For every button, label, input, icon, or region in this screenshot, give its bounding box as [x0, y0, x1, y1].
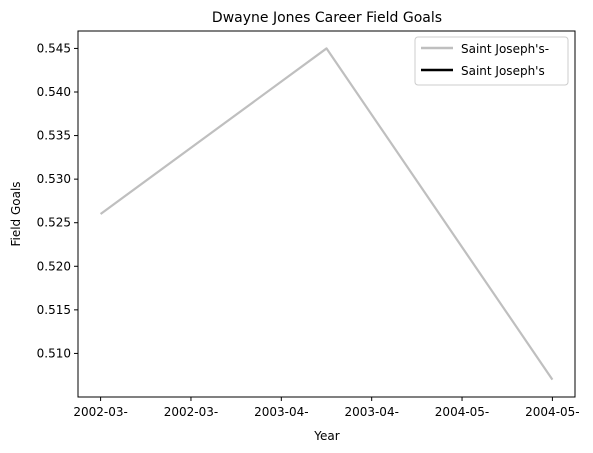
x-tick-label: 2004-05-	[525, 405, 579, 419]
chart-title: Dwayne Jones Career Field Goals	[212, 10, 442, 26]
legend-label-series-1: Saint Joseph's-	[461, 42, 549, 56]
x-tick-label: 2002-03-	[73, 405, 127, 419]
x-tick-label: 2003-04-	[344, 405, 398, 419]
y-tick-label: 0.525	[37, 216, 71, 230]
y-tick-label: 0.545	[37, 41, 71, 55]
legend-label-series-2: Saint Joseph's	[461, 64, 545, 78]
y-tick-label: 0.530	[37, 172, 71, 186]
x-axis-title: Year	[313, 429, 339, 443]
y-axis-title: Field Goals	[9, 181, 23, 246]
x-tick-label: 2004-05-	[435, 405, 489, 419]
legend: Saint Joseph's- Saint Joseph's	[415, 37, 568, 85]
y-tick-label: 0.535	[37, 129, 71, 143]
x-tick-label: 2003-04-	[254, 405, 308, 419]
y-tick-label: 0.540	[37, 85, 71, 99]
y-tick-label: 0.510	[37, 346, 71, 360]
y-tick-label: 0.515	[37, 303, 71, 317]
y-tick-label: 0.520	[37, 259, 71, 273]
x-tick-label: 2002-03-	[164, 405, 218, 419]
